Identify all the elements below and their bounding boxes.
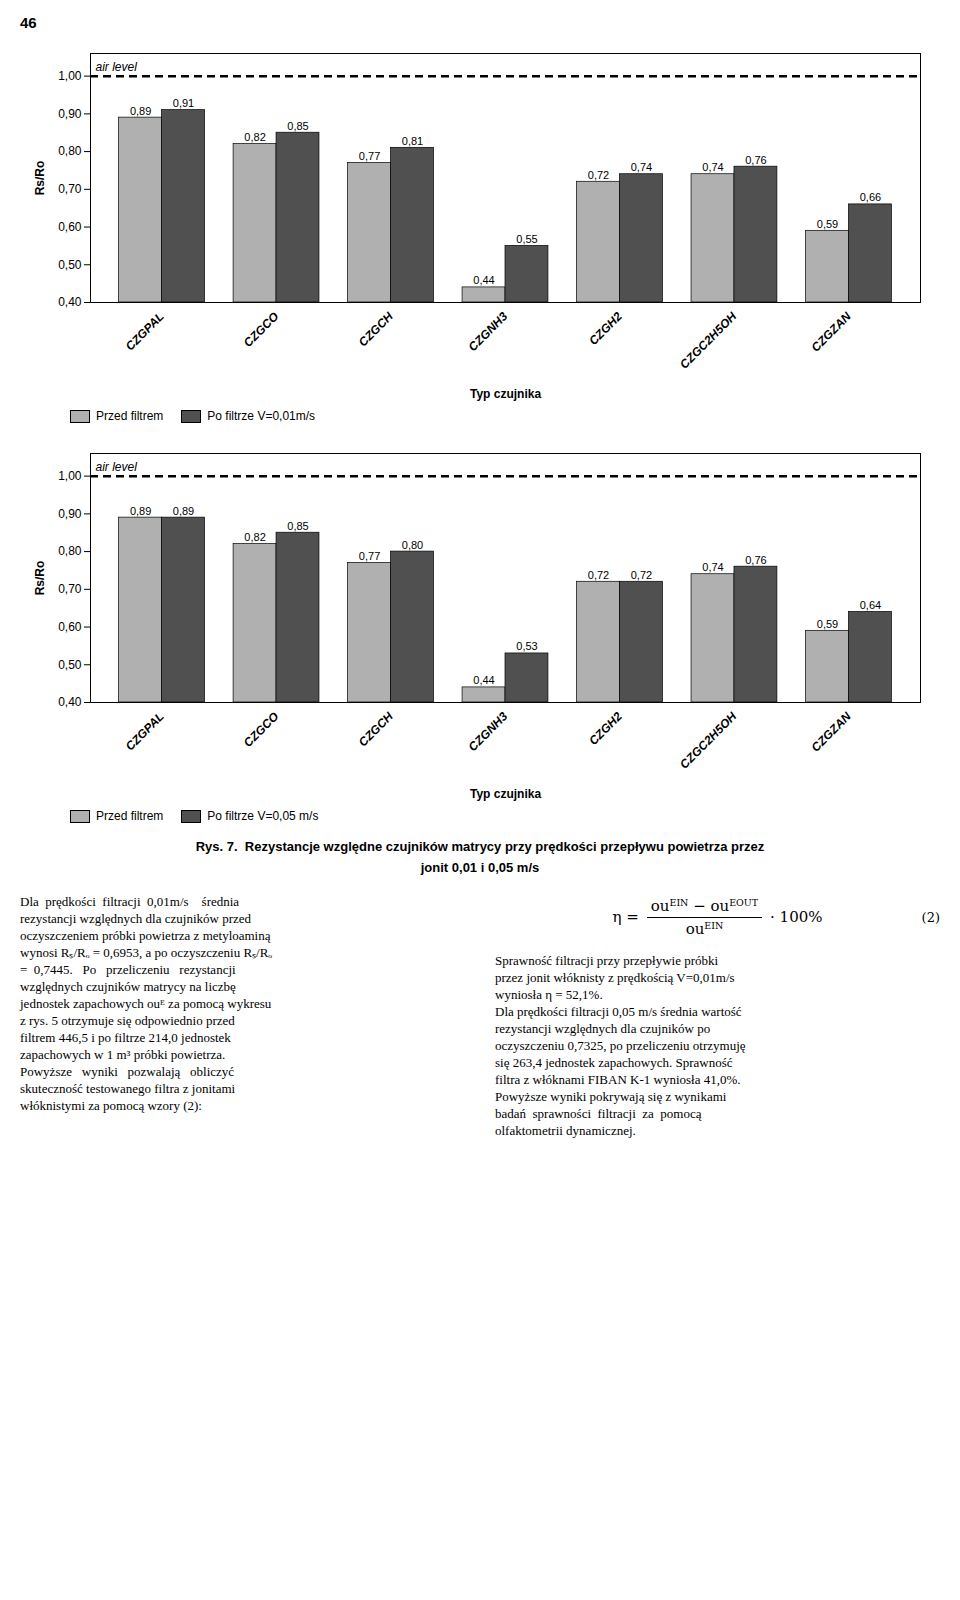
svg-text:CZGC2H5OH: CZGC2H5OH: [677, 309, 739, 371]
svg-text:0,44: 0,44: [473, 674, 494, 686]
svg-text:CZGZAN: CZGZAN: [809, 309, 854, 354]
svg-text:0,85: 0,85: [287, 520, 308, 532]
svg-text:0,40: 0,40: [58, 695, 82, 709]
html-text:Rys. 7. Rezystancje względne c: Rys. 7. Rezystancje względne czujników m…: [195, 839, 765, 875]
html-text:badań sprawności filtracji za: badań sprawności filtracji za pomocą: [495, 1105, 702, 1121]
html-text:Powyższe wyniki pokrywają się: Powyższe wyniki pokrywają się z wynikami: [495, 1088, 727, 1104]
html-text:się 263,4 jednostek zapachowyc: się 263,4 jednostek zapachowych. Sprawno…: [495, 1054, 733, 1070]
svg-text:CZGCO: CZGCO: [241, 709, 282, 750]
svg-text:0,91: 0,91: [173, 97, 194, 109]
svg-text:air level: air level: [96, 460, 138, 474]
svg-text:0,74: 0,74: [702, 561, 723, 573]
html-text:Po filtrze V=0,05 m/s: Po filtrze V=0,05 m/s: [207, 809, 319, 823]
svg-text:CZGCH: CZGCH: [356, 709, 396, 749]
html-text:Sprawność filtracji przy przep: Sprawność filtracji przy przepływie prób…: [495, 952, 719, 968]
html-text:przez jonit włóknisty z prędko: przez jonit włóknisty z prędkością V=0,0…: [495, 969, 735, 985]
html-text:filtra z włóknami FIBAN K-1 wy: filtra z włóknami FIBAN K-1 wyniosła 41,…: [495, 1071, 741, 1087]
svg-text:Typ czujnika: Typ czujnika: [470, 787, 541, 801]
html-text:Po filtrze V=0,01m/s: Po filtrze V=0,01m/s: [207, 409, 316, 423]
svg-text:Rs/Ro: Rs/Ro: [33, 561, 47, 596]
html-text:filtrem 446,5 i po filtrze 214: filtrem 446,5 i po filtrze 214,0 jednost…: [20, 1029, 231, 1045]
html-text:Przed filtrem: Przed filtrem: [96, 409, 164, 423]
svg-text:0,70: 0,70: [58, 182, 82, 196]
html-text:oczyszczeniem próbki powietrza: oczyszczeniem próbki powietrza z metyloa…: [20, 927, 271, 943]
svg-text:Rs/Ro: Rs/Ro: [33, 161, 47, 196]
svg-text:0,70: 0,70: [58, 582, 82, 596]
svg-text:0,90: 0,90: [58, 107, 82, 121]
html-text:= 0,7445. Po przeliczeniu rezy: = 0,7445. Po przeliczeniu rezystancji: [20, 961, 236, 977]
html-text:wyniosła η = 52,1%.: wyniosła η = 52,1%.: [495, 986, 603, 1002]
svg-text:0,85: 0,85: [287, 120, 308, 132]
svg-text:0,81: 0,81: [402, 135, 423, 147]
svg-text:0,60: 0,60: [58, 620, 82, 634]
svg-text:CZGPAL: CZGPAL: [123, 709, 167, 753]
svg-text:CZGPAL: CZGPAL: [123, 309, 167, 353]
svg-text:0,60: 0,60: [58, 220, 82, 234]
svg-text:0,89: 0,89: [173, 505, 194, 517]
html-text:względnych czujników matrycy n: względnych czujników matrycy na liczbę: [20, 978, 236, 994]
svg-text:0,89: 0,89: [130, 505, 151, 517]
html-text:rezystancji względnych dla czu: rezystancji względnych dla czujników prz…: [20, 910, 251, 926]
svg-text:0,74: 0,74: [631, 161, 652, 173]
svg-text:0,90: 0,90: [58, 507, 82, 521]
html-text:skuteczność testowanego filtra: skuteczność testowanego filtra z jonitam…: [20, 1080, 236, 1096]
html-text:zapachowych w 1 m³ próbki powi: zapachowych w 1 m³ próbki powietrza.: [20, 1046, 226, 1062]
svg-text:CZGH2: CZGH2: [586, 309, 625, 348]
html-text:jednostek zapachowych ouᴱ za p: jednostek zapachowych ouᴱ za pomocą wykr…: [20, 995, 272, 1011]
svg-text:0,50: 0,50: [58, 658, 82, 672]
svg-text:0,66: 0,66: [860, 191, 881, 203]
html-text:wynosi Rₛ/Rₒ = 0,6953, a po oc: wynosi Rₛ/Rₒ = 0,6953, a po oczyszczeniu…: [20, 944, 273, 960]
svg-text:0,72: 0,72: [588, 569, 609, 581]
svg-text:0,53: 0,53: [516, 640, 537, 652]
html-text:(2): (2): [921, 909, 940, 925]
svg-text:0,74: 0,74: [702, 161, 723, 173]
svg-text:0,59: 0,59: [817, 618, 838, 630]
html-text:Powyższe wyniki pozwalają obli: Powyższe wyniki pozwalają obliczyć: [20, 1063, 235, 1079]
html-text:włóknistymi za pomocą wzory (2: włóknistymi za pomocą wzory (2):: [20, 1097, 202, 1113]
html-text:Dla prędkości filtracji 0,01m/: Dla prędkości filtracji 0,01m/s średnia: [20, 893, 240, 909]
svg-text:CZGNH3: CZGNH3: [466, 709, 511, 754]
html-text:ouᴱᴵᴺ: ouᴱᴵᴺ: [685, 919, 724, 938]
svg-text:0,82: 0,82: [244, 131, 265, 143]
html-text:olfaktometrii dynamicznej.: olfaktometrii dynamicznej.: [495, 1122, 636, 1138]
svg-text:0,80: 0,80: [58, 544, 82, 558]
html-text:rezystancji względnych dla czu: rezystancji względnych dla czujników po: [495, 1020, 711, 1036]
html-text:Przed filtrem: Przed filtrem: [96, 809, 164, 823]
svg-text:CZGCO: CZGCO: [241, 309, 282, 350]
svg-text:0,77: 0,77: [359, 150, 380, 162]
html-text:46: 46: [20, 14, 37, 31]
svg-text:1,00: 1,00: [58, 469, 82, 483]
svg-text:0,82: 0,82: [244, 531, 265, 543]
svg-text:0,80: 0,80: [58, 144, 82, 158]
svg-text:0,77: 0,77: [359, 550, 380, 562]
html-text:η =: η =: [612, 908, 639, 927]
svg-text:0,40: 0,40: [58, 295, 82, 309]
svg-text:0,80: 0,80: [402, 539, 423, 551]
svg-text:0,55: 0,55: [516, 233, 537, 245]
svg-text:0,89: 0,89: [130, 105, 151, 117]
svg-text:0,76: 0,76: [745, 554, 766, 566]
html-text:Dla prędkości filtracji 0,05 m: Dla prędkości filtracji 0,05 m/s średnia…: [495, 1003, 742, 1019]
svg-text:CZGCH: CZGCH: [356, 309, 396, 349]
svg-text:CZGH2: CZGH2: [586, 709, 625, 748]
html-text:ouᴱᴵᴺ − ouᴱᴼᵁᵀ: ouᴱᴵᴺ − ouᴱᴼᵁᵀ: [650, 896, 759, 915]
svg-text:0,59: 0,59: [817, 218, 838, 230]
html-text:oczyszczeniu 0,7325, po przeli: oczyszczeniu 0,7325, po przeliczeniu otr…: [495, 1037, 746, 1053]
svg-text:air level: air level: [96, 60, 138, 74]
svg-text:0,64: 0,64: [860, 599, 881, 611]
svg-text:0,72: 0,72: [588, 169, 609, 181]
svg-text:0,44: 0,44: [473, 274, 494, 286]
html-text:z rys. 5 otrzymuje się odpowie: z rys. 5 otrzymuje się odpowiednio przed: [20, 1012, 235, 1028]
html-text:· 100%: · 100%: [770, 908, 823, 927]
svg-text:0,76: 0,76: [745, 154, 766, 166]
svg-text:CZGZAN: CZGZAN: [809, 709, 854, 754]
svg-text:1,00: 1,00: [58, 69, 82, 83]
svg-text:0,72: 0,72: [631, 569, 652, 581]
svg-text:CZGC2H5OH: CZGC2H5OH: [677, 709, 739, 771]
svg-text:CZGNH3: CZGNH3: [466, 309, 511, 354]
svg-text:0,50: 0,50: [58, 258, 82, 272]
svg-text:Typ czujnika: Typ czujnika: [470, 387, 541, 401]
